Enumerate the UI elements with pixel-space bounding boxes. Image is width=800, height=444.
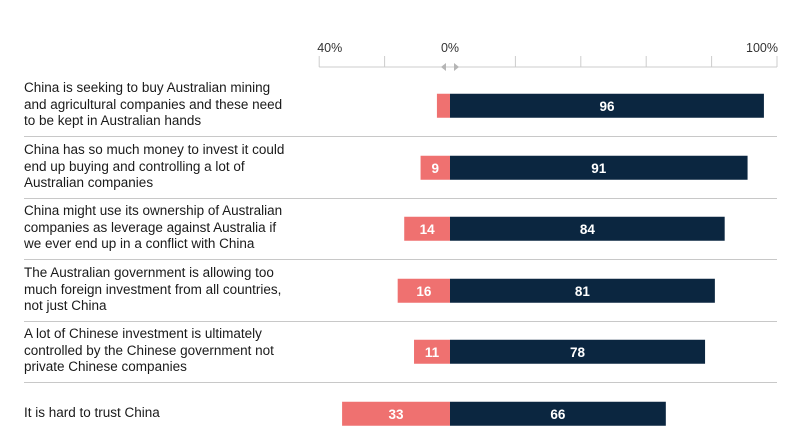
bar-negative xyxy=(397,278,450,303)
bar-positive xyxy=(450,278,715,303)
category-label-line: and agricultural companies and these nee… xyxy=(24,96,283,112)
category-label-line: private Chinese companies xyxy=(24,359,187,374)
arrow-right-icon xyxy=(454,63,459,71)
data-label-positive: 66 xyxy=(550,407,566,422)
bar-positive xyxy=(450,216,725,241)
category-label-line: companies as leverage against Australia … xyxy=(24,219,277,235)
bar-negative xyxy=(404,216,450,241)
bar-positive xyxy=(450,93,764,118)
category-label: China has so much money to invest it cou… xyxy=(24,142,314,192)
category-label: It is hard to trust China xyxy=(24,405,314,422)
bar-negative xyxy=(414,339,450,364)
category-label-line: It is hard to trust China xyxy=(24,404,160,420)
category-label-line: much foreign investment from all countri… xyxy=(24,281,282,297)
category-label-line: controlled by the Chinese government not xyxy=(24,342,274,358)
bar-negative xyxy=(420,155,450,180)
category-label-line: we ever end up in a conflict with China xyxy=(24,236,255,251)
bar-positive xyxy=(450,155,748,180)
data-label-positive: 96 xyxy=(599,99,615,114)
category-label: The Australian government is allowing to… xyxy=(24,265,314,315)
data-label-positive: 78 xyxy=(570,345,586,360)
category-label-line: not just China xyxy=(24,298,107,313)
data-label-negative: 33 xyxy=(389,407,405,422)
category-label-line: Australian companies xyxy=(24,175,154,190)
data-label-negative: 9 xyxy=(432,161,440,176)
bar-positive xyxy=(450,339,706,364)
data-label-positive: 84 xyxy=(580,222,596,237)
category-label: China might use its ownership of Austral… xyxy=(24,203,314,253)
category-label: China is seeking to buy Australian minin… xyxy=(24,80,314,130)
bar-positive xyxy=(450,401,666,426)
category-label-line: A lot of Chinese investment is ultimatel… xyxy=(24,326,262,341)
category-label-line: The Australian government is allowing to… xyxy=(24,265,274,280)
axis-tick-label: 100% xyxy=(746,41,778,55)
category-label-line: end up buying and controlling a lot of xyxy=(24,158,245,174)
data-label-negative: 14 xyxy=(420,222,436,237)
bar-negative xyxy=(342,401,450,426)
bar-negative xyxy=(436,93,450,118)
data-label-positive: 81 xyxy=(575,284,591,299)
axis-tick-label: 0% xyxy=(441,41,459,55)
data-label-negative: 11 xyxy=(425,345,440,360)
data-label-negative: 16 xyxy=(416,284,432,299)
axis-tick-label: 40% xyxy=(317,41,342,55)
category-label: A lot of Chinese investment is ultimatel… xyxy=(24,326,314,376)
arrow-left-icon xyxy=(441,63,446,71)
data-label-positive: 91 xyxy=(591,161,607,176)
category-label-line: to be kept in Australian hands xyxy=(24,113,202,128)
category-label-line: China has so much money to invest it cou… xyxy=(24,142,285,157)
category-label-line: China is seeking to buy Australian minin… xyxy=(24,80,271,95)
category-label-line: China might use its ownership of Austral… xyxy=(24,203,283,218)
